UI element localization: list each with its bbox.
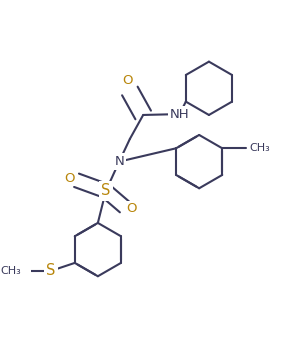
Text: CH₃: CH₃ (249, 143, 270, 153)
Text: N: N (114, 155, 124, 168)
Text: O: O (122, 74, 132, 87)
Text: S: S (46, 263, 56, 278)
Text: O: O (126, 202, 137, 215)
Text: CH₃: CH₃ (1, 266, 21, 276)
Text: S: S (101, 183, 110, 198)
Text: NH: NH (170, 107, 189, 121)
Text: O: O (64, 172, 75, 185)
